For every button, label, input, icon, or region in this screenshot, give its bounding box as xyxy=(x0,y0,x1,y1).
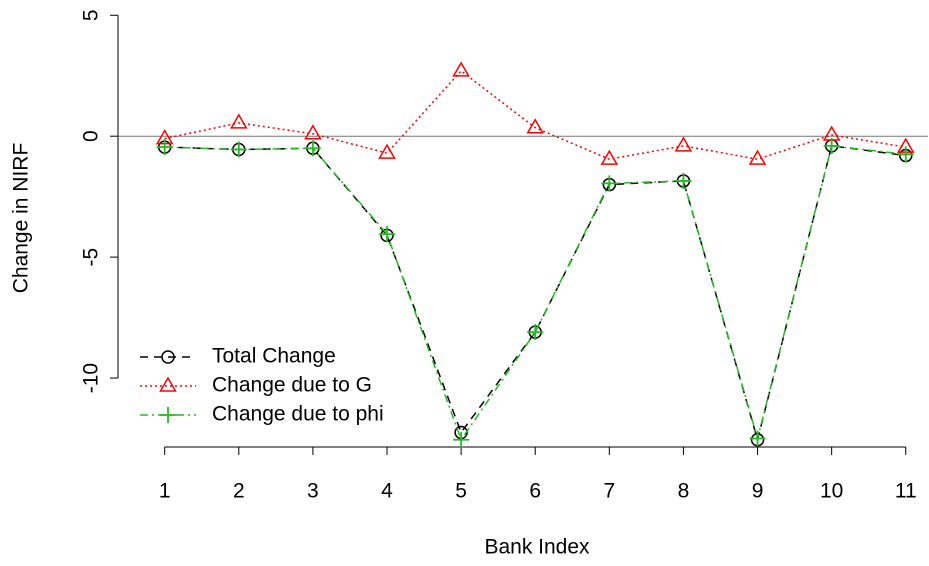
x-tick-label: 7 xyxy=(603,480,615,503)
point xyxy=(156,139,173,156)
y-tick-label: -10 xyxy=(80,363,103,393)
point xyxy=(897,146,914,163)
legend-label: Change due to phi xyxy=(212,403,384,426)
point xyxy=(378,143,396,159)
point xyxy=(675,172,692,189)
point xyxy=(229,113,248,129)
point xyxy=(748,149,767,165)
legend-marker xyxy=(159,376,177,392)
x-axis-label: Bank Index xyxy=(484,536,590,559)
point xyxy=(823,137,840,154)
legend-label: Total Change xyxy=(212,345,336,368)
point xyxy=(230,141,247,158)
series-line xyxy=(164,145,906,442)
x-tick-label: 9 xyxy=(752,480,764,503)
point xyxy=(304,140,321,157)
x-tick-label: 5 xyxy=(455,480,467,503)
x-tick-label: 4 xyxy=(381,480,393,503)
y-tick-label: 0 xyxy=(80,130,103,142)
point xyxy=(379,226,396,243)
point xyxy=(452,61,470,77)
point xyxy=(526,118,545,134)
point xyxy=(304,124,322,140)
y-tick-label: -5 xyxy=(80,248,103,267)
y-axis-label: Change in NIRF xyxy=(10,143,33,294)
point xyxy=(600,149,619,165)
point xyxy=(601,175,618,192)
x-tick-label: 11 xyxy=(895,480,917,503)
series-line xyxy=(164,69,906,160)
point xyxy=(453,431,470,448)
legend-marker xyxy=(160,407,176,423)
x-tick-label: 8 xyxy=(678,480,690,503)
x-tick-label: 6 xyxy=(529,480,541,503)
point xyxy=(674,136,693,152)
legend-marker xyxy=(161,350,175,364)
x-tick-label: 3 xyxy=(307,480,319,503)
x-tick-label: 10 xyxy=(820,480,843,503)
x-tick-label: 2 xyxy=(233,480,245,503)
point xyxy=(527,324,544,341)
legend-label: Change due to G xyxy=(212,374,372,397)
x-tick-label: 1 xyxy=(159,480,171,503)
y-tick-label: 5 xyxy=(80,9,103,21)
point xyxy=(749,430,766,447)
